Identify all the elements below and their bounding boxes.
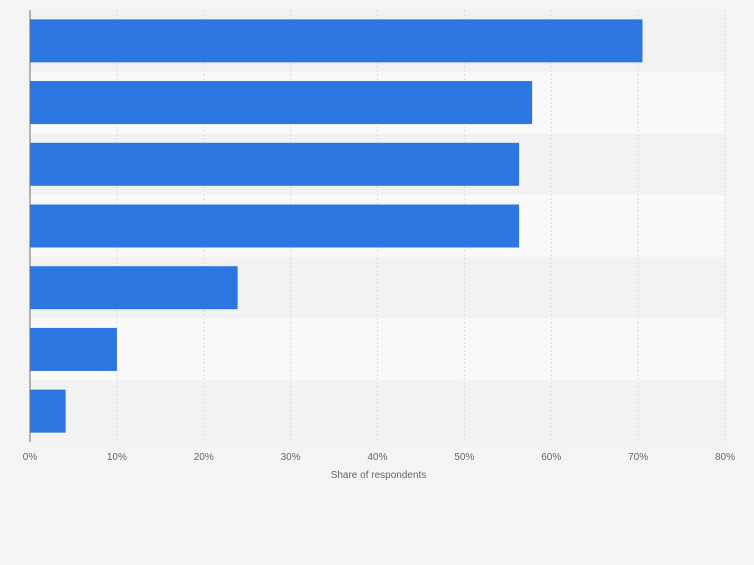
- x-tick-label: 0%: [23, 452, 38, 463]
- x-tick-label: 20%: [194, 452, 214, 463]
- bar[interactable]: [30, 266, 238, 310]
- bars: [30, 19, 643, 433]
- bar[interactable]: [30, 19, 643, 63]
- x-tick-label: 80%: [715, 452, 735, 463]
- x-tick-label: 30%: [281, 452, 301, 463]
- bar[interactable]: [30, 389, 66, 433]
- x-tick-label: 10%: [107, 452, 127, 463]
- bar[interactable]: [30, 204, 520, 248]
- x-axis-label: Share of respondents: [331, 470, 427, 481]
- bar[interactable]: [30, 142, 520, 186]
- x-tick-label: 40%: [367, 452, 387, 463]
- x-tick-label: 60%: [541, 452, 561, 463]
- x-tick-label: 70%: [628, 452, 648, 463]
- bar[interactable]: [30, 327, 117, 371]
- x-tick-label: 50%: [454, 452, 474, 463]
- x-tick-labels: 0% 10% 20% 30% 40% 50% 60% 70% 80%: [23, 452, 735, 463]
- bar[interactable]: [30, 81, 533, 125]
